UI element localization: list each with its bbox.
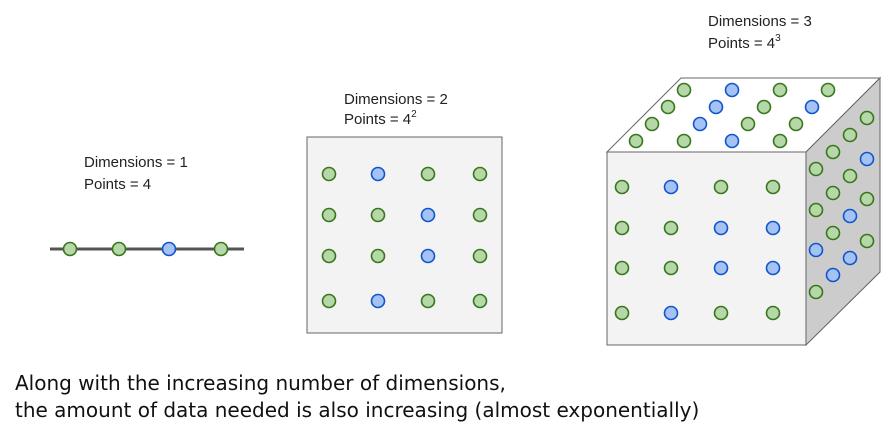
cube-side-blue-point: [808, 242, 824, 258]
panel-3d-points-base: Points = 4: [708, 35, 775, 52]
panel-2d-green-point: [420, 166, 436, 182]
cube-front-blue-point: [663, 305, 679, 321]
panel-2d-dimensions-label: Dimensions = 2: [344, 91, 448, 108]
cube-top-green-point: [676, 82, 692, 98]
cube-top-green-point: [676, 133, 692, 149]
panel-2d-blue-point: [370, 166, 386, 182]
panel-2d-green-point: [321, 207, 337, 223]
cube-side-green-point: [859, 233, 875, 249]
panel-2d-blue-point: [370, 293, 386, 309]
panel-2d-blue-point: [420, 248, 436, 264]
panel-1d-green-point: [213, 241, 229, 257]
cube-front-green-point: [614, 260, 630, 276]
panel-1d-green-point: [111, 241, 127, 257]
cube-top-green-point: [628, 133, 644, 149]
cube-front-green-point: [614, 220, 630, 236]
cube-top-blue-point: [804, 99, 820, 115]
caption: Along with the increasing number of dime…: [15, 370, 699, 424]
panel-2d-blue-point: [420, 207, 436, 223]
cube-top-points: [628, 82, 836, 149]
panel-2d-green-point: [321, 293, 337, 309]
panel-2d: Dimensions = 2 Points = 42: [306, 91, 503, 334]
cube-side-green-point: [825, 225, 841, 241]
cube-side-green-point: [859, 191, 875, 207]
panel-1d-green-point: [62, 241, 78, 257]
cube-side-green-point: [859, 110, 875, 126]
cube-front-green-point: [765, 305, 781, 321]
panel-1d: Dimensions = 1 Points = 4: [50, 154, 244, 257]
panel-3d-points-label: Points = 43: [708, 33, 781, 52]
cube-top-blue-point: [724, 133, 740, 149]
cube-front-blue-point: [713, 220, 729, 236]
cube-top-green-point: [740, 116, 756, 132]
cube-top-green-point: [772, 82, 788, 98]
cube-side-green-point: [825, 185, 841, 201]
cube-front-points: [614, 179, 781, 321]
cube-front-green-point: [713, 305, 729, 321]
panel-1d-blue-point: [161, 241, 177, 257]
cube-front-blue-point: [765, 220, 781, 236]
panel-2d-green-point: [472, 207, 488, 223]
panel-2d-points-label: Points = 42: [344, 109, 417, 128]
panel-2d-green-point: [370, 207, 386, 223]
panel-2d-points-exponent: 2: [411, 109, 417, 120]
panel-2d-square: [306, 136, 503, 334]
cube-front-green-point: [713, 179, 729, 195]
panel-2d-green-point: [321, 166, 337, 182]
cube-top-green-point: [660, 99, 676, 115]
caption-line-1: Along with the increasing number of dime…: [15, 371, 506, 395]
panel-2d-green-point: [370, 248, 386, 264]
caption-line-2: the amount of data needed is also increa…: [15, 398, 700, 422]
cube-top-green-point: [772, 133, 788, 149]
cube-side-blue-point: [842, 250, 858, 266]
cube-top-blue-point: [692, 116, 708, 132]
cube-front-blue-point: [765, 260, 781, 276]
panel-2d-green-point: [472, 166, 488, 182]
cube-top-blue-point: [708, 99, 724, 115]
cube-top-green-point: [788, 116, 804, 132]
panel-1d-points-label: Points = 4: [84, 176, 151, 193]
cube-front-green-point: [614, 305, 630, 321]
cube-top-green-point: [820, 82, 836, 98]
cube-top-blue-point: [724, 82, 740, 98]
cube-side-blue-point: [859, 151, 875, 167]
panel-2d-green-point: [321, 248, 337, 264]
panel-2d-points: [321, 166, 488, 309]
cube-side-green-point: [842, 127, 858, 143]
cube-side-green-point: [842, 168, 858, 184]
panel-2d-green-point: [420, 293, 436, 309]
panel-3d-dimensions-label: Dimensions = 3: [708, 13, 812, 30]
panel-2d-green-point: [472, 248, 488, 264]
cube-top-green-point: [756, 99, 772, 115]
cube-side-blue-point: [825, 267, 841, 283]
panel-3d-points-exponent: 3: [775, 33, 781, 44]
panel-1d-dimensions-label: Dimensions = 1: [84, 154, 188, 171]
cube-top-green-point: [644, 116, 660, 132]
cube-side-green-point: [825, 144, 841, 160]
cube-side-points: [808, 110, 875, 300]
cube-front-green-point: [765, 179, 781, 195]
cube-front-blue-point: [713, 260, 729, 276]
cube-front-green-point: [663, 220, 679, 236]
cube-side-blue-point: [842, 208, 858, 224]
cube-side-green-point: [808, 284, 824, 300]
cube-front-green-point: [614, 179, 630, 195]
cube-front-green-point: [663, 260, 679, 276]
panel-3d: Dimensions = 3 Points = 43: [605, 13, 882, 347]
panel-1d-points: [62, 241, 229, 257]
cube-front-blue-point: [663, 179, 679, 195]
panel-2d-points-base: Points = 4: [344, 111, 411, 128]
cube-side-green-point: [808, 161, 824, 177]
cube-side-green-point: [808, 202, 824, 218]
panel-2d-green-point: [472, 293, 488, 309]
